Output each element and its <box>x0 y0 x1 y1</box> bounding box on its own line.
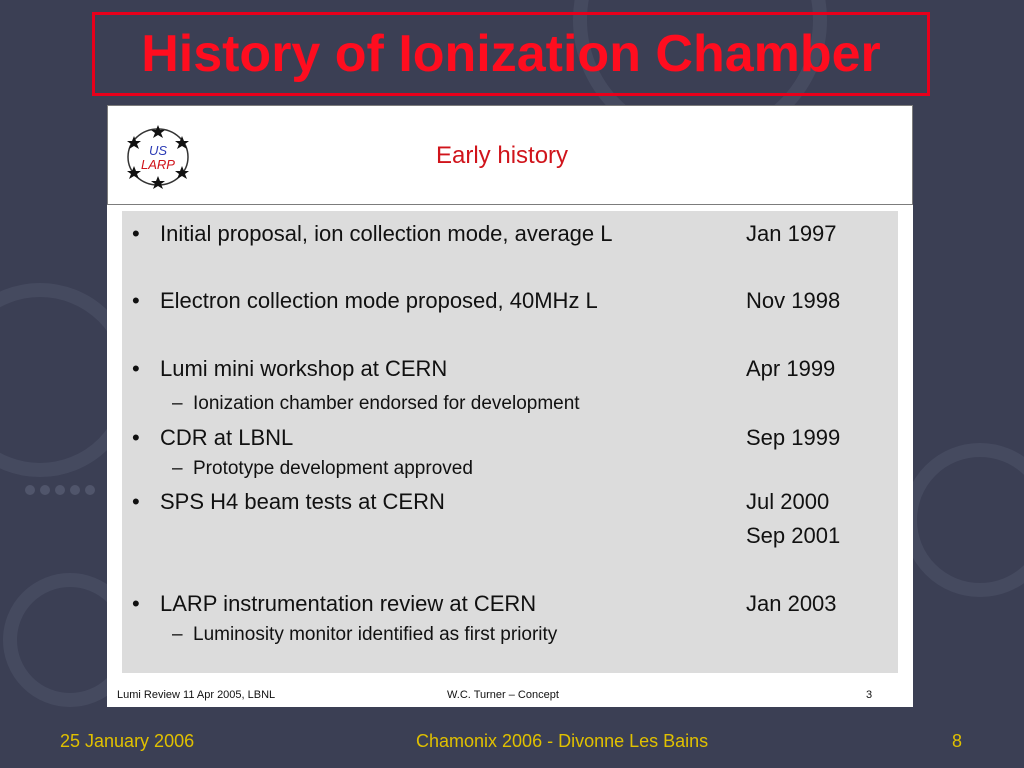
item-date: Jul 2000 <box>746 489 830 514</box>
item-date: Jan 1997 <box>746 221 837 246</box>
embedded-slide-title: Early history <box>436 142 569 169</box>
bullet: • <box>132 356 140 381</box>
history-list: • Initial proposal, ion collection mode,… <box>122 211 898 673</box>
item-text: CDR at LBNL <box>160 425 294 450</box>
embedded-slide: US LARP Early history • Initial proposal… <box>107 105 913 707</box>
dash: – <box>172 624 183 645</box>
bullet: • <box>132 591 140 616</box>
item-date: Jan 2003 <box>746 591 837 616</box>
item-date: Apr 1999 <box>746 356 836 381</box>
sub-item-text: Prototype development approved <box>193 458 473 479</box>
us-larp-logo-icon: US LARP <box>127 125 189 189</box>
slide-title-box: History of Ionization Chamber <box>92 12 930 96</box>
slide-title: History of Ionization Chamber <box>141 25 881 83</box>
bullet: • <box>132 288 140 313</box>
embedded-slide-header: US LARP Early history <box>107 105 913 205</box>
embedded-footer-center: W.C. Turner – Concept <box>447 689 559 701</box>
item-date: Sep 2001 <box>746 523 841 548</box>
bullet: • <box>132 425 140 450</box>
sub-item-text: Ionization chamber endorsed for developm… <box>193 393 580 414</box>
item-date: Nov 1998 <box>746 288 841 313</box>
embedded-footer-page: 3 <box>866 689 873 701</box>
bullet: • <box>132 489 140 514</box>
item-text: Electron collection mode proposed, 40MHz… <box>160 288 598 313</box>
logo-line2: LARP <box>141 157 175 172</box>
footer-date: 25 January 2006 <box>60 731 195 751</box>
sub-item-text: Luminosity monitor identified as first p… <box>193 624 558 645</box>
item-text: Initial proposal, ion collection mode, a… <box>160 221 613 246</box>
embedded-slide-footer: Lumi Review 11 Apr 2005, LBNL W.C. Turne… <box>107 683 913 707</box>
item-date: Sep 1999 <box>746 425 841 450</box>
item-text: SPS H4 beam tests at CERN <box>160 489 445 514</box>
footer-page-number: 8 <box>952 731 963 751</box>
bullet: • <box>132 221 140 246</box>
embedded-footer-left: Lumi Review 11 Apr 2005, LBNL <box>117 689 276 701</box>
logo-line1: US <box>149 143 167 158</box>
item-text: Lumi mini workshop at CERN <box>160 356 448 381</box>
dash: – <box>172 458 183 479</box>
footer-event: Chamonix 2006 - Divonne Les Bains <box>416 731 709 751</box>
dash: – <box>172 393 183 414</box>
item-text: LARP instrumentation review at CERN <box>160 591 537 616</box>
